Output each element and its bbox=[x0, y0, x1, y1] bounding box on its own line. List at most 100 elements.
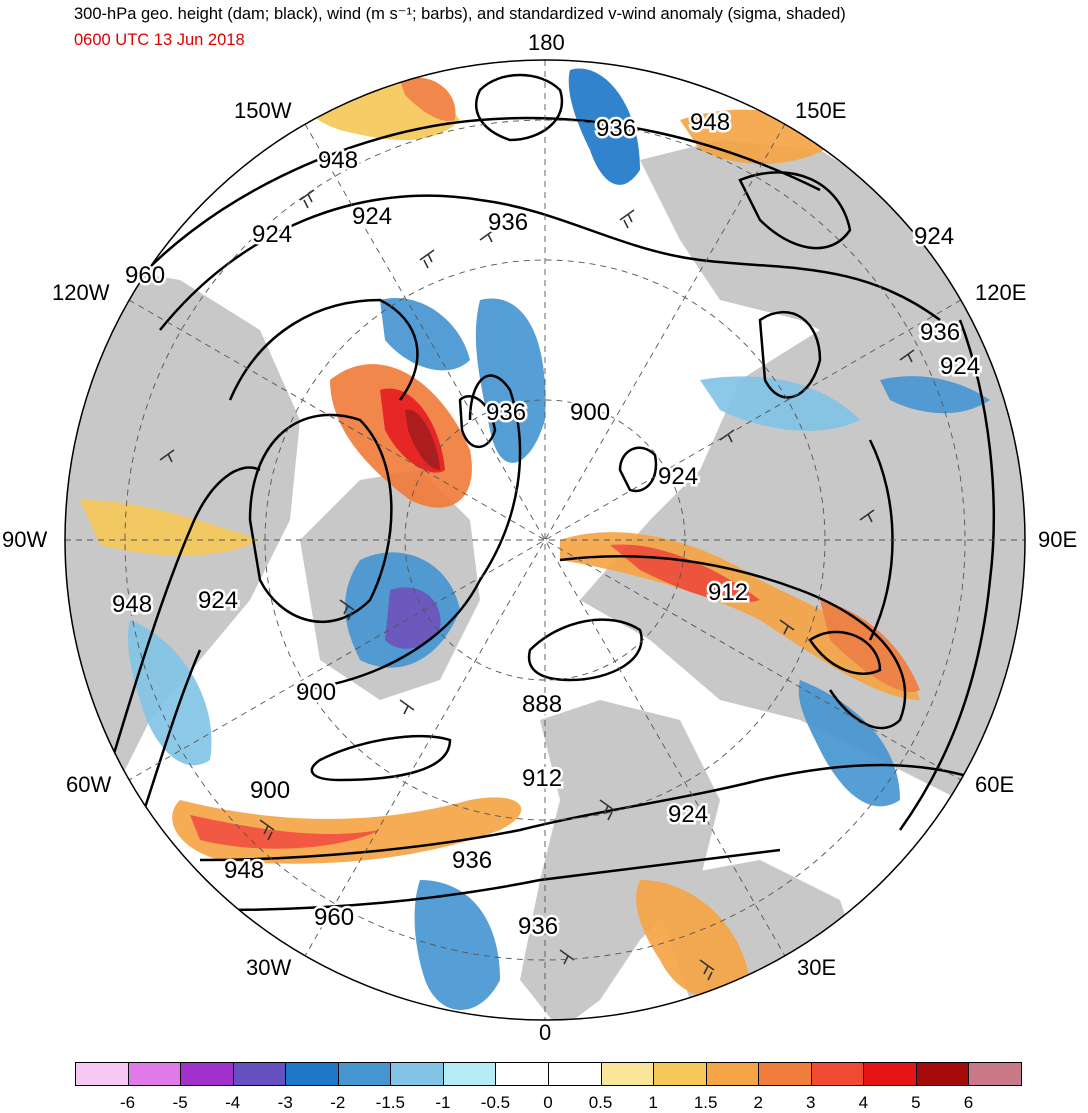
colorbar-tick-label: -3 bbox=[277, 1093, 293, 1112]
colorbar-swatch bbox=[285, 1062, 339, 1086]
colorbar-swatch bbox=[180, 1062, 234, 1086]
contour-label-halo: 936 bbox=[596, 115, 636, 142]
lon-label-60w: 60W bbox=[66, 772, 112, 797]
contour-label-halo: 924 bbox=[658, 463, 698, 490]
contour-label: 936 bbox=[596, 115, 636, 142]
contour-label-halo: 912 bbox=[522, 765, 562, 792]
contour-label: 936 bbox=[486, 399, 526, 426]
contour-label-halo: 888 bbox=[522, 691, 562, 718]
contour-label-halo: 936 bbox=[518, 913, 558, 940]
colorbar-swatch bbox=[442, 1062, 497, 1086]
contour-label-halo: 936 bbox=[920, 319, 960, 346]
colorbar-tick-label: 4 bbox=[858, 1093, 869, 1112]
contour-label-halo: 924 bbox=[914, 223, 954, 250]
colorbar-swatch bbox=[968, 1062, 1022, 1086]
contour-label-halo: 948 bbox=[224, 857, 264, 884]
contour-label: 948 bbox=[224, 857, 264, 884]
contour-label-halo: 900 bbox=[250, 777, 290, 804]
contour-label: 924 bbox=[668, 801, 708, 828]
contour-label: 912 bbox=[708, 579, 748, 606]
contour-label: 924 bbox=[658, 463, 698, 490]
contour-label: 960 bbox=[125, 262, 165, 289]
colorbar-tick-label: -5 bbox=[172, 1093, 188, 1112]
contour-label-halo: 924 bbox=[940, 353, 980, 380]
contour-label-halo: 936 bbox=[488, 209, 528, 236]
contour-label-halo: 924 bbox=[668, 801, 708, 828]
colorbar-swatch bbox=[653, 1062, 707, 1086]
lon-label-30w: 30W bbox=[246, 955, 292, 980]
contour-label: 936 bbox=[452, 847, 492, 874]
contour-label: 900 bbox=[296, 679, 336, 706]
lon-label-60e: 60E bbox=[975, 772, 1015, 797]
colorbar-tick-label: -2 bbox=[330, 1093, 346, 1112]
colorbar-swatch bbox=[127, 1062, 182, 1086]
wind-barbs bbox=[159, 189, 915, 981]
colorbar-tick-label: -0.5 bbox=[480, 1093, 511, 1112]
contour-label: 936 bbox=[488, 209, 528, 236]
anomaly-shading bbox=[80, 68, 990, 1010]
contour-label: 912 bbox=[522, 765, 562, 792]
valid-time: 0600 UTC 13 Jun 2018 bbox=[74, 31, 245, 49]
contour-label: 936 bbox=[518, 913, 558, 940]
colorbar-tick-label: 5 bbox=[911, 1093, 921, 1112]
contour-label: 924 bbox=[352, 203, 392, 230]
figure-title: 300-hPa geo. height (dam; black), wind (… bbox=[74, 5, 846, 23]
contour-label: 900 bbox=[250, 777, 290, 804]
colorbar-tick-label: 3 bbox=[806, 1093, 816, 1112]
colorbar-swatch bbox=[600, 1062, 655, 1086]
lon-label-90w: 90W bbox=[2, 527, 48, 552]
colorbar-swatch bbox=[495, 1062, 549, 1086]
contour-label: 948 bbox=[690, 109, 730, 136]
contour-label-halo: 912 bbox=[708, 579, 748, 606]
lon-label-150e: 150E bbox=[795, 98, 847, 123]
colorbar-tick-label: 1 bbox=[648, 1093, 658, 1112]
graticule bbox=[65, 60, 1025, 1020]
contour-label-halo: 900 bbox=[570, 399, 610, 426]
contour-label-halo: 924 bbox=[198, 587, 238, 614]
colorbar-tick-label: 6 bbox=[963, 1093, 974, 1112]
lon-label-90e: 90E bbox=[1038, 527, 1078, 552]
height-contours bbox=[98, 73, 995, 912]
lon-label-30e: 30E bbox=[797, 955, 837, 980]
contour-label: 888 bbox=[522, 691, 562, 718]
colorbar-tick-label: -1 bbox=[435, 1093, 451, 1112]
map-boundary bbox=[64, 59, 1026, 1021]
contour-label: 936 bbox=[920, 319, 960, 346]
colorbar-swatch bbox=[232, 1062, 287, 1086]
contour-label: 924 bbox=[914, 223, 954, 250]
colorbar-swatch bbox=[810, 1062, 865, 1086]
contour-label-halo: 924 bbox=[252, 221, 292, 248]
contour-label: 924 bbox=[252, 221, 292, 248]
contour-label-halo: 960 bbox=[125, 262, 165, 289]
colorbar-swatch bbox=[337, 1062, 392, 1086]
lon-label-180: 180 bbox=[528, 30, 565, 55]
colorbar-tick-label: -6 bbox=[119, 1093, 136, 1112]
contour-label: 924 bbox=[198, 587, 238, 614]
colorbar-tick-label: 0 bbox=[543, 1093, 553, 1112]
contour-label-halo: 948 bbox=[690, 109, 730, 136]
colorbar-tick-label: 2 bbox=[753, 1093, 763, 1112]
contour-label: 948 bbox=[318, 147, 358, 174]
contour-label-halo: 924 bbox=[352, 203, 392, 230]
contour-labels: 948 948 936 936 924 924 924 924 936 936 960 960 948 9… bbox=[110, 107, 983, 943]
contour-label: 924 bbox=[940, 353, 980, 380]
contour-label-halo: 900 bbox=[296, 679, 336, 706]
contour-label-halo: 948 bbox=[112, 591, 152, 618]
colorbar bbox=[75, 1062, 1022, 1088]
lon-label-120w: 120W bbox=[52, 280, 110, 305]
contour-label-halo: 936 bbox=[452, 847, 492, 874]
contour-label-halo: 936 bbox=[486, 399, 526, 426]
colorbar-tick-label: 0.5 bbox=[588, 1093, 613, 1112]
contour-label: 948 bbox=[112, 591, 152, 618]
colorbar-swatch bbox=[75, 1062, 129, 1086]
contour-label: 960 bbox=[314, 904, 354, 931]
colorbar-swatch bbox=[863, 1062, 917, 1086]
colorbar-tick-label: 1.5 bbox=[693, 1093, 718, 1112]
colorbar-swatch bbox=[548, 1062, 602, 1086]
colorbar-tick-label: -1.5 bbox=[375, 1093, 405, 1112]
contour-label-halo: 960 bbox=[314, 904, 354, 931]
colorbar-swatch bbox=[705, 1062, 760, 1086]
colorbar-swatch bbox=[758, 1062, 812, 1086]
lon-label-0: 0 bbox=[539, 1020, 552, 1045]
